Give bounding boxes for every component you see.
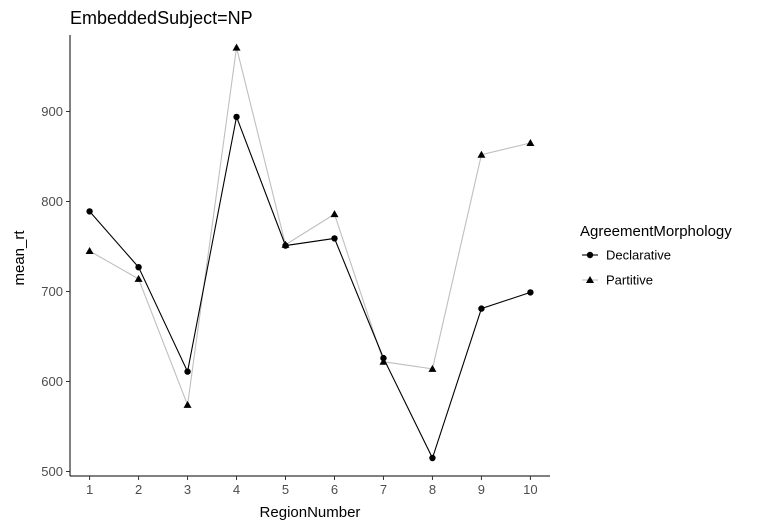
- chart-title: EmbeddedSubject=NP: [70, 8, 253, 28]
- legend-label: Declarative: [606, 248, 671, 263]
- x-axis-title: RegionNumber: [260, 504, 361, 521]
- y-tick-label: 500: [41, 464, 63, 479]
- series-layer: [85, 43, 535, 462]
- y-tick-label: 800: [41, 194, 63, 209]
- data-point-partitive: [232, 43, 241, 51]
- data-point-partitive: [428, 364, 437, 372]
- legend-item-partitive: Partitive: [582, 273, 653, 288]
- data-point-partitive: [477, 150, 486, 158]
- data-point-declarative: [527, 289, 534, 296]
- x-tick-label: 2: [135, 482, 142, 497]
- series-line-partitive: [89, 47, 531, 408]
- x-tick-label: 4: [233, 482, 240, 497]
- legend: AgreementMorphology Declarative Partitive: [580, 223, 732, 288]
- series-line-declarative: [89, 114, 531, 460]
- x-tick-label: 1: [86, 482, 93, 497]
- legend-items: Declarative Partitive: [582, 248, 671, 288]
- data-point-partitive: [134, 274, 143, 282]
- y-tick-label: 900: [41, 104, 63, 119]
- legend-key-marker: [586, 251, 594, 259]
- legend-item-declarative: Declarative: [582, 248, 671, 263]
- x-tick-label: 6: [331, 482, 338, 497]
- x-tick-label: 8: [429, 482, 436, 497]
- x-tick-label: 5: [282, 482, 289, 497]
- x-axis-ticks: 1 2 3 4 5 6 7 8 9 10: [86, 476, 538, 497]
- data-point-declarative: [135, 264, 142, 271]
- data-point-declarative: [429, 454, 436, 462]
- y-axis-ticks: 500 600 700 800 900: [41, 104, 70, 479]
- data-point-partitive: [526, 139, 535, 146]
- x-tick-label: 9: [478, 482, 485, 497]
- data-point-declarative: [86, 208, 93, 215]
- legend-key-marker: [586, 276, 594, 283]
- x-tick-label: 10: [523, 482, 537, 497]
- plot-area: 500 600 700 800 900 1 2 3 4 5 6 7 8 9 10: [41, 35, 550, 497]
- x-tick-label: 3: [184, 482, 191, 497]
- data-point-declarative: [233, 113, 240, 121]
- legend-label: Partitive: [606, 273, 653, 288]
- data-point-declarative: [331, 235, 338, 242]
- x-tick-label: 7: [380, 482, 387, 497]
- data-point-declarative: [184, 368, 191, 375]
- data-point-partitive: [183, 400, 192, 408]
- y-tick-label: 600: [41, 374, 63, 389]
- data-point-declarative: [478, 305, 485, 312]
- data-point-partitive: [85, 247, 94, 254]
- data-point-declarative: [380, 354, 387, 362]
- series-declarative: [86, 113, 534, 462]
- legend-title: AgreementMorphology: [580, 223, 732, 240]
- data-point-declarative: [282, 242, 289, 249]
- y-axis-title: mean_rt: [11, 230, 28, 286]
- y-tick-label: 700: [41, 284, 63, 299]
- data-point-partitive: [330, 210, 339, 218]
